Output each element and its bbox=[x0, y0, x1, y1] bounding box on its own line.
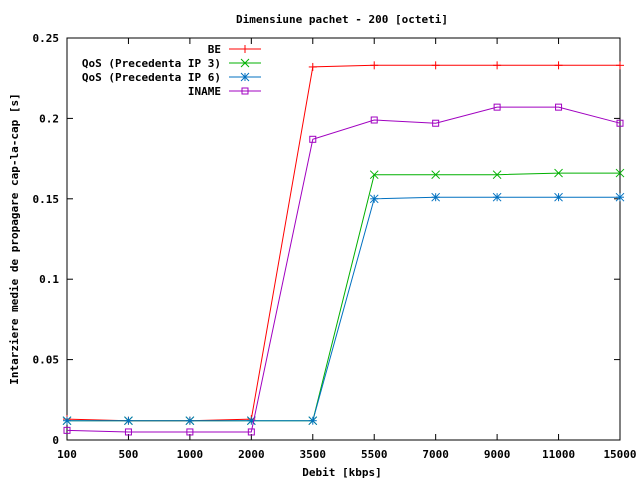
data-point bbox=[369, 170, 379, 180]
y-tick-label: 0.15 bbox=[33, 193, 60, 206]
data-point bbox=[370, 116, 378, 124]
data-point bbox=[124, 416, 133, 426]
data-point bbox=[616, 119, 624, 127]
data-point bbox=[555, 103, 563, 111]
x-tick-label: 2000 bbox=[238, 448, 265, 461]
data-point bbox=[241, 87, 249, 95]
data-point bbox=[493, 103, 501, 111]
x-tick-label: 1000 bbox=[177, 448, 204, 461]
x-tick-label: 5500 bbox=[361, 448, 388, 461]
x-tick-label: 11000 bbox=[542, 448, 575, 461]
legend-label: QoS (Precedenta IP 6) bbox=[82, 71, 221, 84]
x-axis-label: Debit [kbps] bbox=[302, 466, 381, 479]
data-point bbox=[370, 61, 379, 70]
data-point bbox=[493, 61, 502, 70]
series-line bbox=[66, 64, 620, 422]
data-point bbox=[492, 170, 502, 180]
x-tick-label: 100 bbox=[57, 448, 77, 461]
x-axis: 100 500 1000 2000 3500 5500 7000 9000 11000 15000 bbox=[57, 38, 637, 461]
data-point bbox=[554, 192, 563, 202]
data-point bbox=[240, 58, 250, 68]
legend-label: QoS (Precedenta IP 3) bbox=[82, 57, 221, 70]
data-point bbox=[431, 61, 440, 70]
x-tick-label: 9000 bbox=[484, 448, 511, 461]
data-point bbox=[185, 416, 195, 426]
data-point bbox=[186, 428, 194, 436]
data-point bbox=[308, 416, 318, 426]
data-point bbox=[62, 416, 72, 426]
data-point bbox=[616, 61, 624, 70]
data-point bbox=[554, 61, 563, 70]
x-tick-label: 3500 bbox=[300, 448, 327, 461]
y-axis: 0 0.05 0.1 0.15 0.2 0.25 bbox=[33, 32, 620, 447]
series-line bbox=[67, 196, 620, 422]
series-group bbox=[62, 61, 625, 436]
data-point bbox=[615, 168, 625, 178]
data-point bbox=[431, 170, 441, 180]
y-tick-label: 0.05 bbox=[33, 354, 60, 367]
legend-label: INAME bbox=[188, 85, 221, 98]
x-tick-label: 7000 bbox=[422, 448, 449, 461]
data-point bbox=[63, 426, 71, 434]
legend-label: BE bbox=[208, 43, 221, 56]
series-line bbox=[66, 106, 621, 433]
data-point bbox=[432, 119, 440, 127]
y-tick-label: 0.25 bbox=[33, 32, 60, 45]
data-point bbox=[615, 192, 625, 202]
chart-title: Dimensiune pachet - 200 [octeti] bbox=[236, 13, 448, 26]
data-point bbox=[309, 135, 317, 143]
data-point bbox=[241, 45, 249, 53]
data-point bbox=[431, 192, 441, 202]
y-axis-label: Intarziere medie de propagare cap-la-cap… bbox=[8, 93, 21, 384]
data-point bbox=[369, 194, 379, 204]
series-line bbox=[67, 172, 620, 422]
x-tick-label: 15000 bbox=[603, 448, 636, 461]
x-tick-label: 500 bbox=[119, 448, 139, 461]
data-point bbox=[492, 192, 502, 202]
y-tick-label: 0.2 bbox=[39, 112, 59, 125]
data-point bbox=[308, 62, 317, 71]
y-tick-label: 0 bbox=[52, 434, 59, 447]
data-point bbox=[247, 428, 255, 436]
data-point bbox=[554, 168, 563, 178]
plot-frame bbox=[66, 37, 621, 441]
data-point bbox=[124, 428, 132, 436]
y-tick-label: 0.1 bbox=[39, 273, 59, 286]
data-point bbox=[240, 72, 250, 82]
